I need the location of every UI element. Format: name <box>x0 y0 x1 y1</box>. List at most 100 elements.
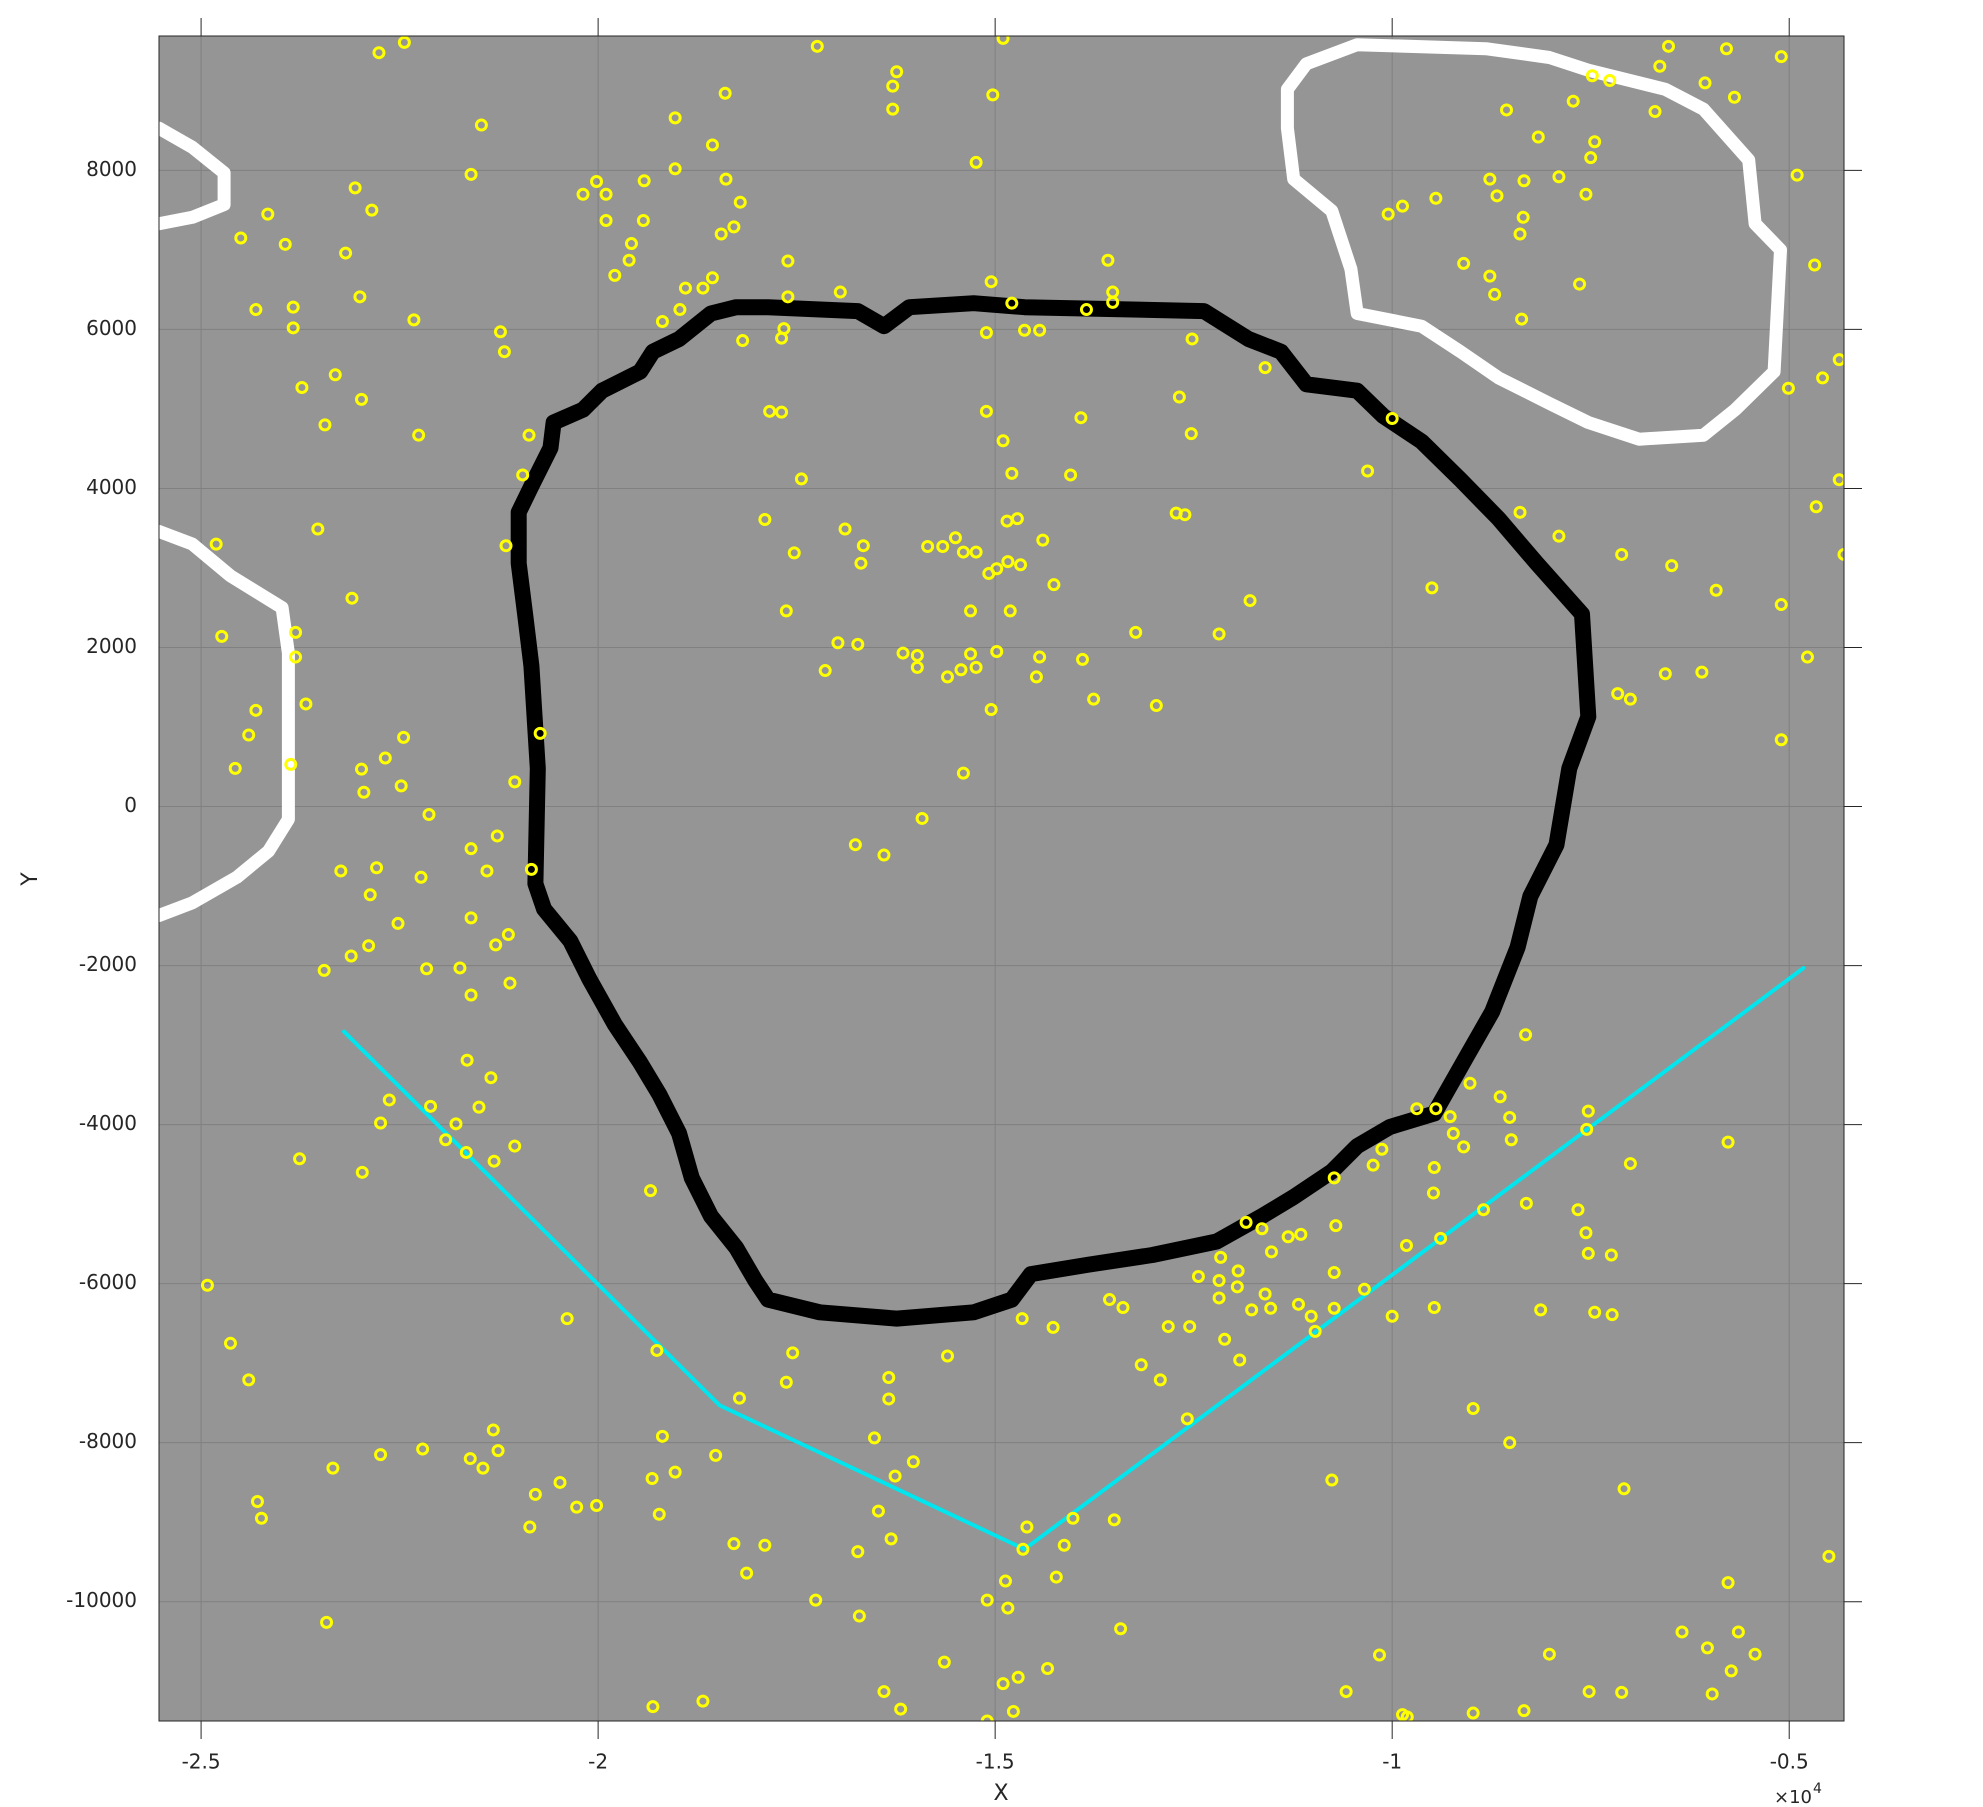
marker <box>295 380 309 394</box>
marker <box>1731 1625 1745 1639</box>
marker <box>1531 130 1545 144</box>
marker <box>1774 50 1788 64</box>
marker <box>501 928 515 942</box>
marker <box>1515 312 1529 326</box>
marker <box>645 1471 659 1485</box>
marker <box>354 762 368 776</box>
contour-line <box>159 121 231 231</box>
marker <box>794 472 808 486</box>
marker <box>709 1448 723 1462</box>
marker <box>1588 1305 1602 1319</box>
marker <box>499 539 513 553</box>
marker <box>242 1373 256 1387</box>
marker <box>1582 1685 1596 1699</box>
marker <box>956 545 970 559</box>
marker <box>453 961 467 975</box>
marker <box>1748 1647 1762 1661</box>
marker <box>1429 1102 1443 1116</box>
marker <box>1427 1161 1441 1175</box>
marker <box>391 916 405 930</box>
marker <box>1161 1320 1175 1334</box>
marker <box>1245 1303 1259 1317</box>
marker <box>1381 207 1395 221</box>
x-tick-label: -2 <box>588 1750 608 1774</box>
plot-background <box>159 36 1844 1721</box>
marker <box>871 1504 885 1518</box>
marker <box>1327 1266 1341 1280</box>
marker <box>1611 687 1625 701</box>
marker <box>1605 1308 1619 1322</box>
marker <box>412 428 426 442</box>
marker <box>867 1431 881 1445</box>
marker <box>1325 1473 1339 1487</box>
marker <box>1719 42 1733 56</box>
marker <box>637 174 651 188</box>
marker <box>1020 1520 1034 1534</box>
marker <box>1579 187 1593 201</box>
marker <box>1016 1542 1030 1556</box>
marker <box>986 88 1000 102</box>
marker <box>775 331 789 345</box>
marker <box>215 629 229 643</box>
marker <box>487 1154 501 1168</box>
marker <box>851 637 865 651</box>
marker <box>1281 1230 1295 1244</box>
marker <box>1258 1287 1272 1301</box>
marker <box>1832 353 1844 367</box>
y-tick-label: 4000 <box>86 475 137 499</box>
marker <box>289 650 303 664</box>
marker <box>486 1423 500 1437</box>
marker <box>1519 1196 1533 1210</box>
marker <box>732 1391 746 1405</box>
marker <box>1294 1227 1308 1241</box>
marker <box>1047 578 1061 592</box>
marker <box>1291 1297 1305 1311</box>
marker <box>250 1495 264 1509</box>
marker <box>508 1139 522 1153</box>
x-multiplier: ×10 <box>1774 1787 1812 1807</box>
marker <box>884 1532 898 1546</box>
marker <box>299 697 313 711</box>
marker <box>293 1152 307 1166</box>
marker <box>1604 1248 1618 1262</box>
marker <box>407 313 421 327</box>
marker <box>516 468 530 482</box>
marker <box>1178 508 1192 522</box>
marker <box>1483 269 1497 283</box>
marker <box>372 46 386 60</box>
marker <box>1191 1269 1205 1283</box>
marker <box>1018 323 1032 337</box>
marker <box>906 1455 920 1469</box>
marker <box>523 1520 537 1534</box>
marker <box>374 1116 388 1130</box>
marker <box>1503 1436 1517 1450</box>
marker <box>1513 227 1527 241</box>
marker <box>1107 1513 1121 1527</box>
marker <box>472 1100 486 1114</box>
marker <box>996 1677 1010 1691</box>
x-tick-label: -1.5 <box>976 1750 1015 1774</box>
marker <box>1231 1264 1245 1278</box>
marker <box>1822 1549 1836 1563</box>
marker <box>1212 1291 1226 1305</box>
x-tick-label: -1 <box>1382 1750 1402 1774</box>
marker <box>1588 135 1602 149</box>
y-tick-label: -4000 <box>79 1111 137 1135</box>
marker <box>954 663 968 677</box>
marker <box>1243 594 1257 608</box>
marker <box>779 1375 793 1389</box>
x-multiplier-exponent: 4 <box>1813 1781 1822 1797</box>
marker <box>1357 1282 1371 1296</box>
marker <box>1648 105 1662 119</box>
marker <box>980 1714 994 1721</box>
marker <box>464 911 478 925</box>
marker <box>1816 371 1830 385</box>
marker <box>286 321 300 335</box>
marker <box>317 963 331 977</box>
marker <box>848 838 862 852</box>
marker <box>1579 1226 1593 1240</box>
marker <box>1066 1511 1080 1525</box>
marker <box>758 512 772 526</box>
marker <box>1617 1482 1631 1496</box>
marker <box>964 604 978 618</box>
